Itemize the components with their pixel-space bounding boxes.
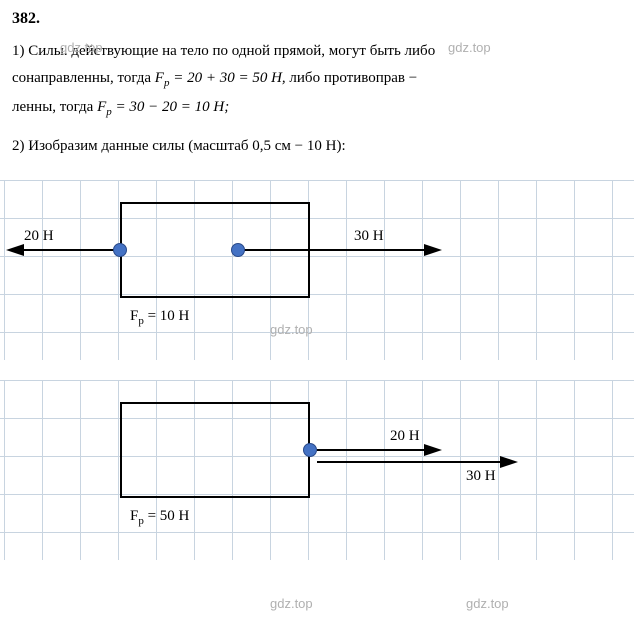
line1: 1) Силы. действующие на тело по одной пр… [12,43,435,59]
f-suffix-2: = 50 H [144,508,190,524]
arrow-left-20h [24,249,120,251]
body-rect-2 [120,402,310,498]
line3a: ленны, тогда [12,99,97,115]
dot-2 [303,443,317,457]
label-20h-1: 20 H [24,228,54,245]
dot-left-1 [113,243,127,257]
label-20h-2: 20 H [390,428,420,445]
problem-text: 382. 1) Силы. действующие на тело по одн… [0,0,634,180]
f-suffix-1: = 10 H [144,308,190,324]
paragraph-2: 2) Изобразим данные силы (масштаб 0,5 см… [12,133,622,160]
arrow-right-30h-2 [317,461,500,463]
diagram-2: 20 H 30 H Fp = 50 H [0,380,634,560]
arrow-head-20h-2 [424,444,442,456]
line2a: сонаправленны, тогда [12,70,155,86]
arrow-right-30h [238,249,424,251]
formula1: Fр = 20 + 30 = 50 H, [155,70,286,86]
result-label-1: Fp = 10 H [130,308,189,327]
dot-right-1 [231,243,245,257]
problem-number: 382. [12,10,622,28]
arrow-head-right-30h [424,244,442,256]
arrow-head-30h-2 [500,456,518,468]
line2b: либо противоправ − [289,70,417,86]
spacer [0,360,634,380]
paragraph-1: 1) Силы. действующие на тело по одной пр… [12,38,622,123]
result-label-2: Fp = 50 H [130,508,189,527]
label-30h-2: 30 H [466,468,496,485]
arrow-right-20h-2 [317,449,424,451]
formula2: Fр = 30 − 20 = 10 H; [97,99,229,115]
watermark-5: gdz.top [466,596,509,611]
label-30h-1: 30 H [354,228,384,245]
diagram-1: 20 H 30 H Fp = 10 H [0,180,634,360]
arrow-head-left-20h [6,244,24,256]
watermark-4: gdz.top [270,596,313,611]
